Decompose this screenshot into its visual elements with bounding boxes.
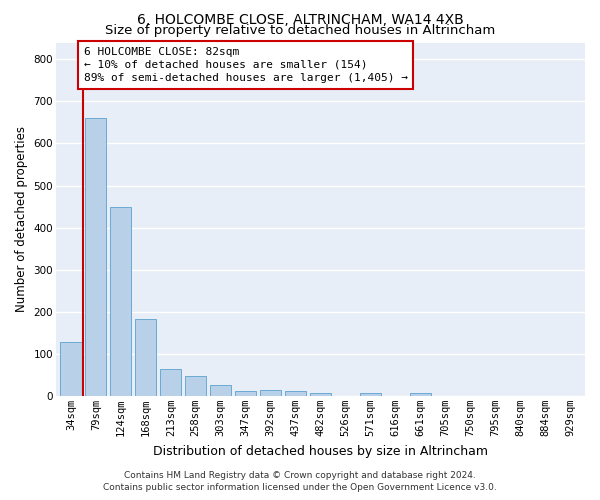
Bar [310, 392, 331, 396]
Text: 6 HOLCOMBE CLOSE: 82sqm
← 10% of detached houses are smaller (154)
89% of semi-d: 6 HOLCOMBE CLOSE: 82sqm ← 10% of detache… [84, 46, 408, 83]
Y-axis label: Number of detached properties: Number of detached properties [15, 126, 28, 312]
Bar [410, 393, 431, 396]
Bar [110, 206, 131, 396]
X-axis label: Distribution of detached houses by size in Altrincham: Distribution of detached houses by size … [153, 444, 488, 458]
Bar [235, 391, 256, 396]
Bar [85, 118, 106, 396]
Bar [61, 342, 82, 396]
Bar [285, 391, 306, 396]
Bar [260, 390, 281, 396]
Text: Contains HM Land Registry data © Crown copyright and database right 2024.
Contai: Contains HM Land Registry data © Crown c… [103, 471, 497, 492]
Text: 6, HOLCOMBE CLOSE, ALTRINCHAM, WA14 4XB: 6, HOLCOMBE CLOSE, ALTRINCHAM, WA14 4XB [137, 12, 463, 26]
Bar [185, 376, 206, 396]
Bar [160, 370, 181, 396]
Bar [210, 386, 231, 396]
Bar [360, 393, 381, 396]
Bar [135, 319, 157, 396]
Text: Size of property relative to detached houses in Altrincham: Size of property relative to detached ho… [105, 24, 495, 37]
